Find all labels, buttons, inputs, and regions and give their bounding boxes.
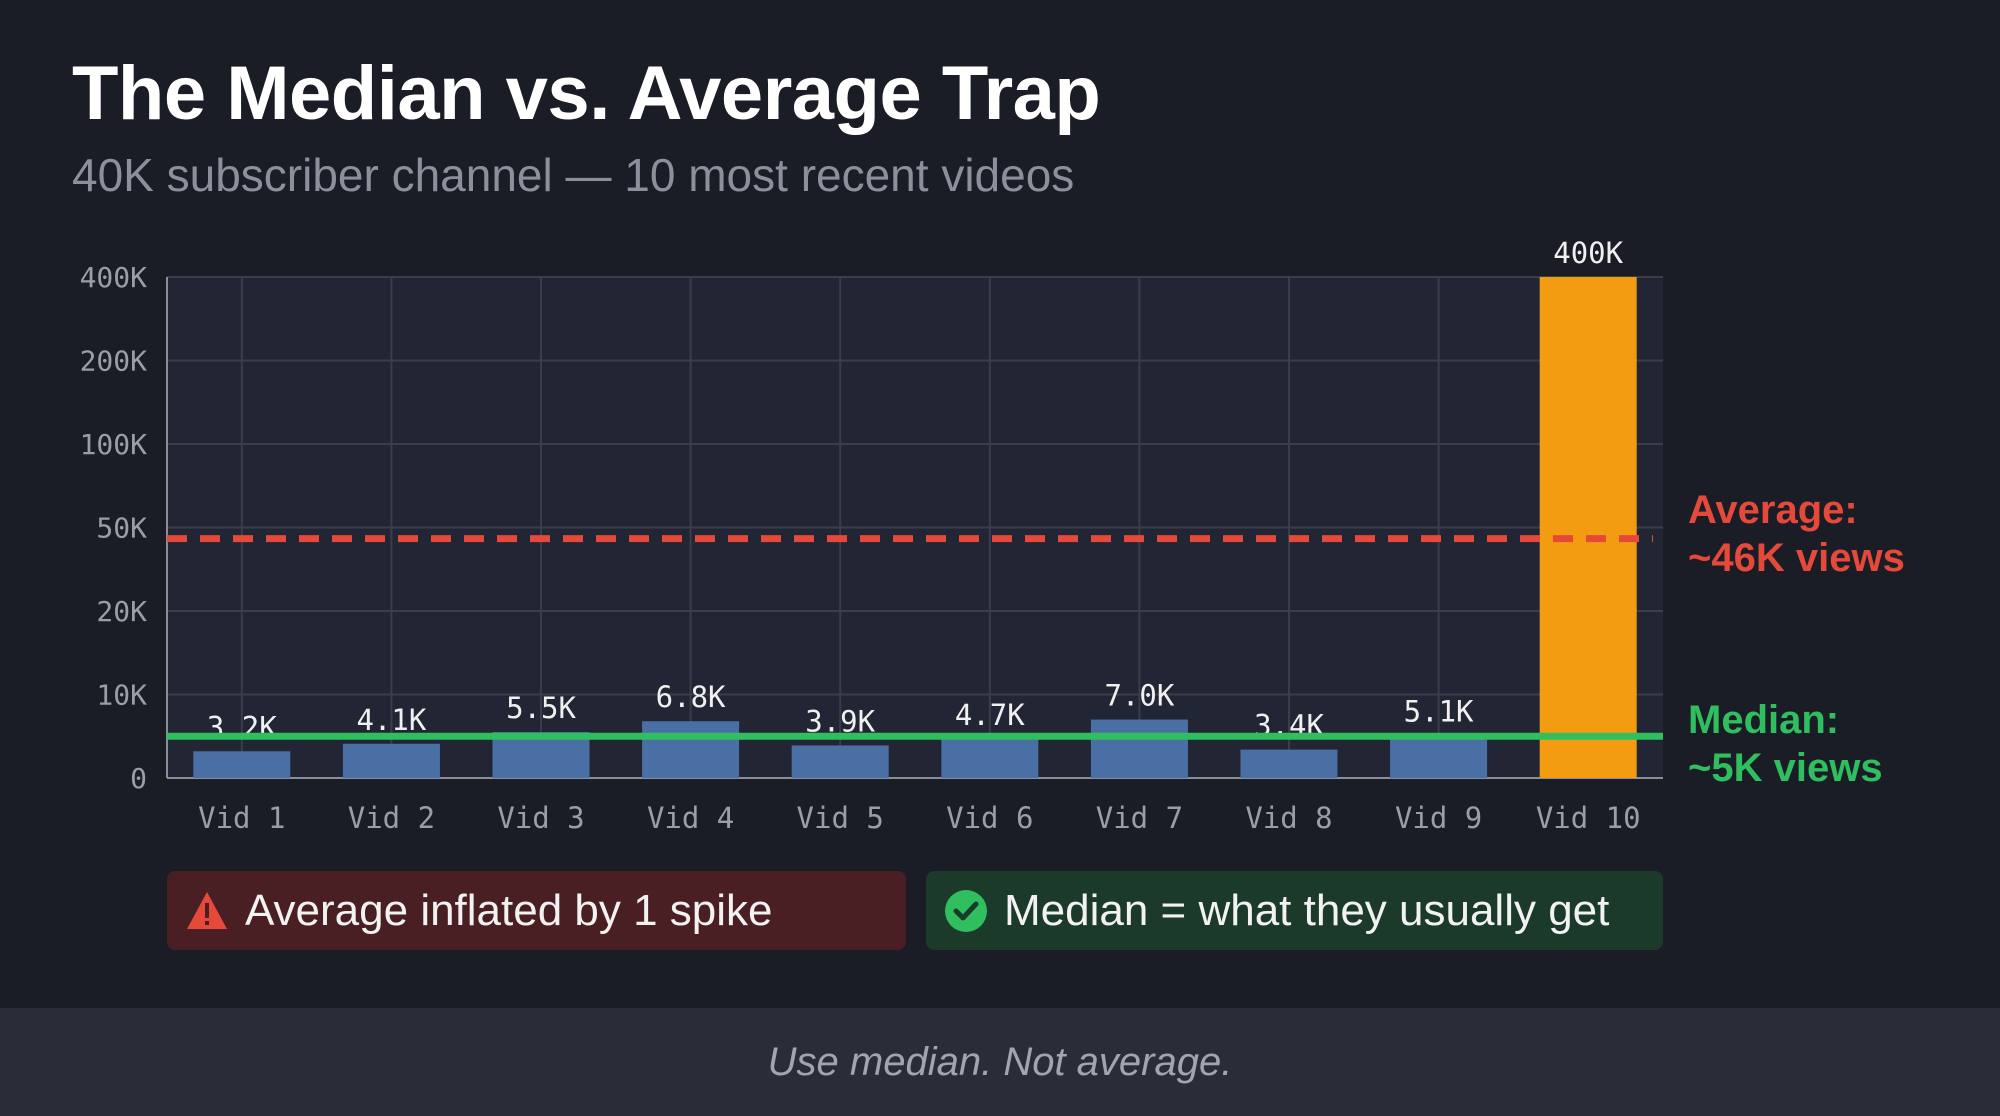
- bar-vid-2: [342, 743, 440, 778]
- footer-bar: Use median. Not average.: [0, 1008, 2000, 1116]
- y-tick-label: 0: [130, 762, 147, 795]
- bar-vid-6: [941, 738, 1039, 778]
- data-label: 7.0K: [1104, 679, 1174, 713]
- x-tick-label: Vid 10: [1536, 801, 1641, 835]
- warning-callout: Average inflated by 1 spike: [167, 871, 906, 950]
- bar-vid-10: [1539, 277, 1637, 778]
- y-tick-label: 50K: [96, 512, 147, 545]
- x-tick-label: Vid 5: [797, 801, 884, 835]
- warning-callout-text: Average inflated by 1 spike: [245, 885, 773, 935]
- median-label: Median: ~5K views: [1688, 696, 1883, 792]
- x-tick-label: Vid 1: [198, 801, 285, 835]
- success-callout-text: Median = what they usually get: [1004, 885, 1610, 935]
- average-label-value: ~46K views: [1688, 536, 1905, 580]
- y-tick-label: 200K: [80, 345, 148, 378]
- data-label: 4.1K: [356, 703, 426, 737]
- data-label: 5.5K: [506, 691, 576, 725]
- x-tick-label: Vid 2: [348, 801, 435, 835]
- x-tick-label: Vid 3: [497, 801, 584, 835]
- page-subtitle: 40K subscriber channel — 10 most recent …: [72, 149, 1075, 201]
- median-label-value: ~5K views: [1688, 746, 1883, 790]
- data-label: 400K: [1553, 236, 1623, 270]
- footer-text: Use median. Not average.: [767, 1039, 1233, 1084]
- success-callout: Median = what they usually get: [926, 871, 1663, 950]
- y-tick-label: 400K: [80, 261, 148, 294]
- bar-vid-4: [642, 721, 740, 778]
- bar-vid-7: [1090, 719, 1188, 778]
- average-label: Average: ~46K views: [1688, 486, 1905, 582]
- data-label: 6.8K: [656, 680, 726, 714]
- check-circle-icon: [945, 889, 987, 932]
- x-tick-label: Vid 8: [1245, 801, 1332, 835]
- x-tick-label: Vid 9: [1395, 801, 1482, 835]
- x-tick-label: Vid 7: [1096, 801, 1183, 835]
- bar-vid-9: [1390, 735, 1488, 778]
- x-tick-label: Vid 6: [946, 801, 1033, 835]
- bar-vid-8: [1240, 749, 1338, 778]
- y-tick-label: 20K: [96, 595, 147, 628]
- median-label-title: Median:: [1688, 698, 1840, 742]
- x-tick-label: Vid 4: [647, 801, 734, 835]
- page-title: The Median vs. Average Trap: [72, 51, 1101, 136]
- y-tick-label: 100K: [80, 428, 148, 461]
- bar-vid-1: [193, 751, 291, 778]
- y-tick-label: 10K: [96, 679, 147, 712]
- data-label: 4.7K: [955, 698, 1025, 732]
- data-label: 5.1K: [1404, 694, 1474, 728]
- warning-triangle-icon: [187, 891, 227, 929]
- bar-vid-5: [791, 745, 889, 778]
- average-label-title: Average:: [1688, 488, 1858, 532]
